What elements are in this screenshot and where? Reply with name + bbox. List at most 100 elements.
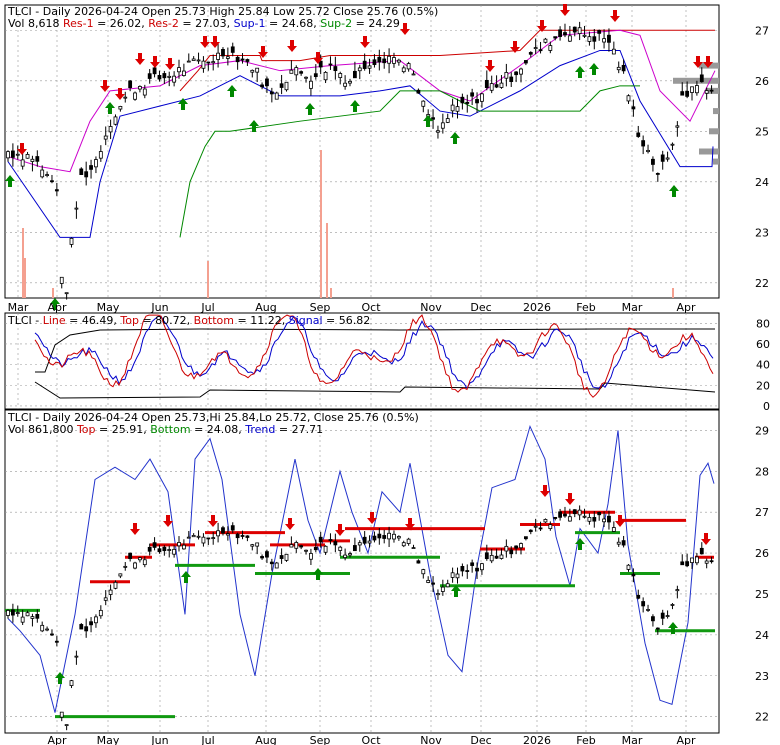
trend-candle-body-202	[499, 554, 504, 559]
price-candle-body-32	[84, 171, 89, 178]
price-candle-body-66	[167, 75, 172, 78]
price-candle-body-216	[533, 47, 538, 50]
buy-arrow-1	[50, 298, 60, 310]
price-x-tick-0: Mar	[8, 301, 29, 314]
price-candle-body-202	[499, 82, 504, 88]
price-header-2-part-3: Res-2	[148, 17, 179, 30]
panel-oscillator-header: TLCI - Line = 46.49, Top = 80.72, Bottom…	[7, 314, 370, 327]
trend-header-2-part-0: Vol 861,800	[8, 423, 77, 436]
trend-buy-arrow-3	[451, 585, 461, 597]
trend-candle-body-32	[84, 626, 89, 632]
trend-x-tick-6: Oct	[361, 734, 381, 745]
trend-sell-arrow-9	[615, 515, 625, 527]
price-candle-body-94	[235, 56, 240, 63]
price-candle-body-262	[646, 149, 650, 153]
osc-header-part-5: = 80.72,	[139, 314, 194, 327]
price-candle-body-102	[255, 67, 260, 73]
price-candle-body-234	[577, 27, 582, 34]
osc-header-part-6: Bottom	[194, 314, 234, 327]
trend-y-tick-0: 29	[755, 424, 769, 437]
buy-arrow-2	[105, 102, 115, 114]
trend-candle-body-166	[411, 547, 416, 549]
trend-y-tick-2: 27	[755, 506, 769, 519]
trend-buy-arrow-5	[668, 622, 678, 634]
trend-candle-body-140	[348, 553, 352, 556]
price-candle-body-42	[108, 126, 113, 133]
trend-buy-arrow-2	[313, 568, 323, 580]
trend-candle-body-288	[709, 560, 714, 563]
price-x-tick-7: Oct	[361, 301, 381, 314]
price-header-2-part-7: Sup-2	[320, 17, 352, 30]
price-candle-body-218	[538, 49, 543, 52]
trend-candle-body-234	[577, 509, 582, 516]
volume-bar-0	[22, 228, 24, 298]
price-candle-body-72	[181, 70, 186, 76]
buy-arrow-6	[305, 103, 315, 115]
trend-candle-body-16	[45, 628, 49, 631]
price-candle-body-144	[357, 67, 362, 72]
price-candle-body-258	[636, 132, 641, 137]
trend-x-tick-9: 2026	[523, 734, 551, 745]
price-candle-body-232	[572, 26, 577, 33]
trend-line	[7, 424, 715, 713]
price-y-tick-2: 25	[755, 125, 769, 138]
price-candle-body-64	[162, 73, 167, 79]
trend-candle-body-100	[250, 544, 255, 547]
price-candle-body-0	[6, 151, 10, 159]
trend-candle-body-2	[10, 609, 15, 616]
trend-header-1-part-0: TLCI - Daily 2026-04-24 Open 25.73,Hi 25…	[7, 411, 419, 424]
trend-candle-body-64	[162, 546, 167, 552]
price-candle-body-264	[651, 158, 655, 165]
price-candles	[6, 21, 714, 300]
sell-arrow-5	[165, 58, 175, 70]
trend-candle-body-18	[50, 633, 54, 636]
price-header-2-part-0: Vol 8,618	[8, 17, 63, 30]
trend-candle-body-208	[514, 545, 519, 549]
price-candle-body-180	[445, 118, 450, 123]
trend-candle-body-36	[94, 616, 98, 624]
trend-candle-body-268	[660, 612, 665, 619]
price-candle-body-284	[699, 74, 704, 83]
price-candle-body-246	[607, 34, 611, 43]
buy-arrow-9	[450, 132, 460, 144]
price-y-tick-1: 26	[755, 75, 769, 88]
volume-profile-bar-5	[699, 148, 719, 155]
trend-sell-arrow-7	[540, 485, 550, 497]
price-candle-body-118	[294, 67, 299, 76]
panel-price-header-line1: TLCI - Daily 2026-04-24 Open 25.73 High …	[7, 5, 438, 18]
buy-arrow-8	[423, 115, 433, 127]
price-candle-body-260	[641, 140, 646, 147]
osc-header-part-3: = 46.49,	[66, 314, 121, 327]
trend-candle-body-156	[387, 532, 391, 540]
sell-arrow-1	[100, 80, 110, 92]
trend-candle-body-50	[128, 552, 133, 560]
price-candle-body-126	[313, 73, 318, 78]
price-candle-body-58	[147, 73, 152, 79]
sell-arrow-12	[400, 23, 410, 35]
trend-sell-arrow-3	[285, 518, 295, 530]
trend-candle-body-254	[626, 564, 631, 570]
trend-candle-body-6	[20, 616, 25, 623]
price-candle-body-268	[660, 154, 665, 162]
price-header-2-part-8: = 24.29	[352, 17, 400, 30]
price-y-tick-3: 24	[755, 176, 769, 189]
trend-candle-body-56	[142, 559, 147, 566]
price-candle-body-16	[45, 174, 49, 176]
trend-candle-body-244	[602, 518, 606, 523]
price-x-tick-12: Mar	[622, 301, 643, 314]
price-candle-body-120	[299, 71, 304, 74]
price-candle-body-158	[392, 57, 396, 64]
price-x-tick-10: 2026	[523, 301, 551, 314]
buy-arrow-7	[350, 100, 360, 112]
trend-candle-body-256	[631, 573, 636, 577]
trend-y-axis: 29 28 27 26 25 24 23 22	[755, 424, 769, 723]
trend-candle-body-200	[494, 555, 499, 559]
trend-candle-body-228	[563, 513, 567, 517]
trend-candle-body-258	[636, 594, 641, 599]
price-candle-body-176	[436, 130, 440, 133]
trend-candle-body-284	[699, 547, 704, 555]
price-candle-body-148	[367, 65, 372, 69]
price-candle-body-192	[475, 99, 479, 104]
osc-header-part-7: = 11.22,	[234, 314, 289, 327]
price-candle-body-54	[138, 86, 142, 90]
